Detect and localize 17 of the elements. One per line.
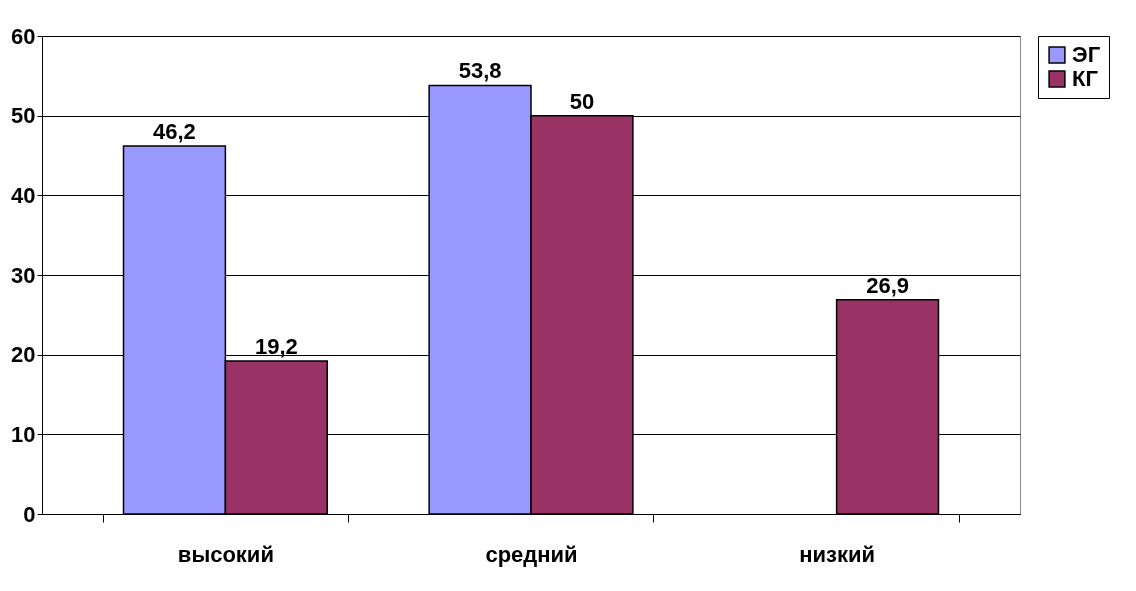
- y-tick-label: 60: [11, 23, 36, 49]
- data-label: 26,9: [866, 272, 909, 298]
- y-tick-label: 0: [23, 501, 36, 527]
- y-tick-label: 50: [11, 103, 36, 129]
- y-tick-label: 30: [11, 262, 36, 288]
- x-tick-label: средний: [485, 541, 578, 567]
- y-tick-label: 20: [11, 342, 36, 368]
- x-tick-label: высокий: [177, 541, 274, 567]
- x-tick-label: низкий: [799, 541, 876, 567]
- y-tick-label: 40: [11, 182, 36, 208]
- data-label: 53,8: [458, 58, 502, 84]
- legend-label: КГ: [1072, 66, 1099, 91]
- data-label: 50: [569, 88, 595, 114]
- y-tick-label: 10: [11, 421, 36, 447]
- data-label: 46,2: [153, 118, 196, 144]
- data-label: 19,2: [254, 334, 298, 360]
- legend-label: ЭГ: [1072, 42, 1101, 67]
